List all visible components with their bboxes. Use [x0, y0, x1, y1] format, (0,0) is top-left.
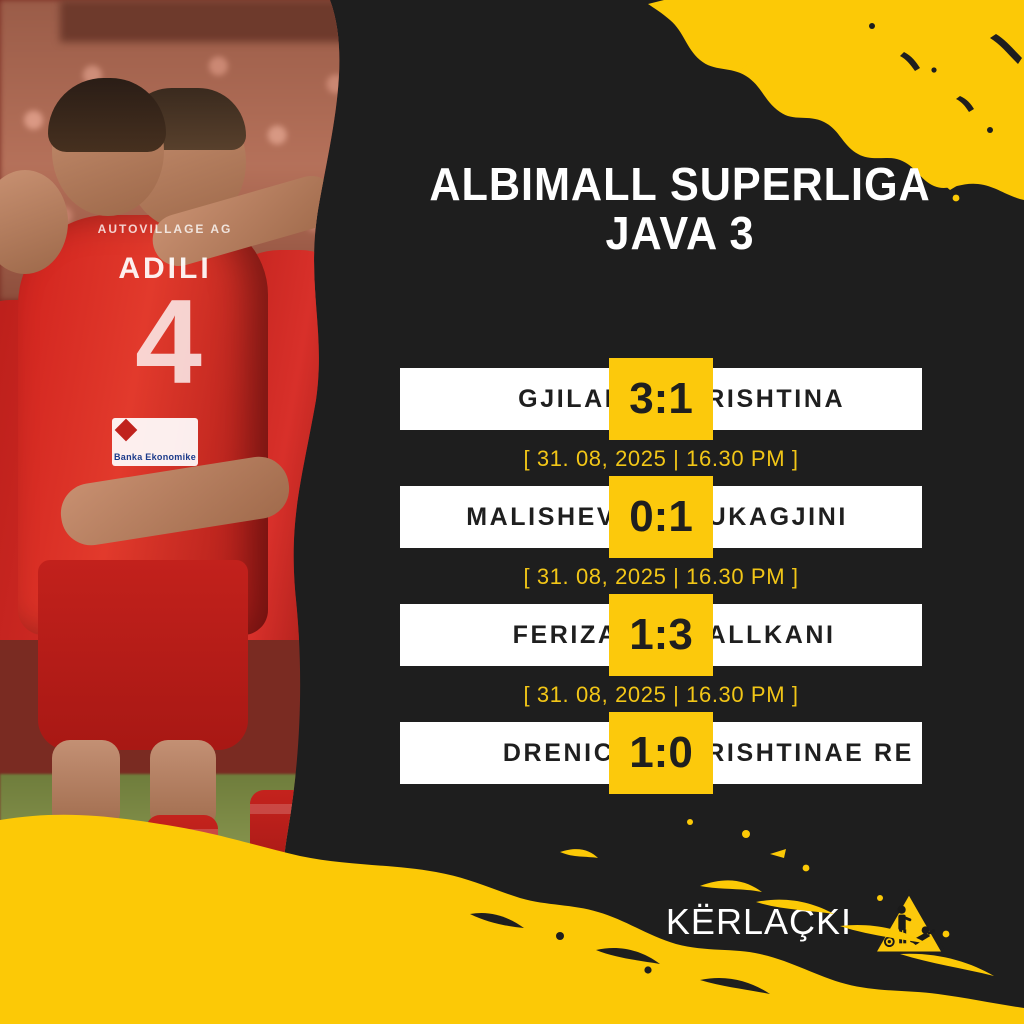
- player-shorts: [38, 560, 248, 750]
- stadium-roof-shadow: [60, 0, 390, 42]
- jersey-sponsor-badge: Banka Ekonomike: [112, 418, 198, 466]
- title-line-2: JAVA 3: [605, 206, 755, 259]
- match-datetime: [ 31. 08, 2025 | 16.30 PM ]: [523, 682, 799, 707]
- player-boot-2: [142, 930, 230, 960]
- match-score: 0:1: [609, 476, 713, 558]
- brand-name: KËRLAÇKI: [665, 901, 852, 942]
- sponsor-badge-label: Banka Ekonomike: [113, 452, 197, 462]
- player-sock-3: [250, 790, 316, 905]
- player-head-center: [52, 86, 164, 216]
- match-datetime: [ 31. 08, 2025 | 16.30 PM ]: [523, 564, 799, 589]
- match-row[interactable]: GJILANI PRISHTINA 3:1: [400, 358, 922, 440]
- away-team-name: PRISHTINAE RE: [687, 738, 914, 767]
- team-celebration-photo: AUTOVILLAGE AG ADILI 4 Banka Ekonomike: [0, 0, 420, 1024]
- match-datetime: [ 31. 08, 2025 | 16.30 PM ]: [523, 446, 799, 471]
- match-row[interactable]: MALISHEVA DUKAGJINI 0:1: [400, 476, 922, 558]
- match-row[interactable]: FERIZAJ BALLKANI 1:3: [400, 594, 922, 676]
- home-team-name: MALISHEVA: [466, 502, 635, 531]
- player-leg-1: [52, 740, 120, 830]
- jersey-name-text: ADILI: [118, 252, 212, 285]
- jersey-sponsor-text: AUTOVILLAGE AG: [97, 222, 233, 236]
- poster-title: ALBIMALL SUPERLIGA JAVA 3: [417, 160, 943, 258]
- match-score: 1:3: [609, 594, 713, 676]
- sponsor-badge-diamond-icon: [115, 419, 138, 442]
- player-boot-1: [40, 938, 132, 968]
- player-sock-2: [146, 815, 218, 935]
- match-score: 1:0: [609, 712, 713, 794]
- away-team-name: DUKAGJINI: [687, 502, 848, 531]
- footer-brand: KËRLAÇKI: [600, 885, 950, 959]
- match-score: 3:1: [609, 358, 713, 440]
- title-line-1: ALBIMALL SUPERLIGA: [429, 158, 931, 210]
- player-sock-1: [46, 820, 120, 940]
- match-row[interactable]: DRENICA PRISHTINAE RE 1:0: [400, 712, 922, 794]
- player-head-left: [0, 170, 68, 274]
- jersey-number-text: 4: [135, 275, 205, 409]
- warning-triangle-football-tackle-icon: [870, 888, 948, 956]
- match-results-list: GJILANI PRISHTINA 3:1 [ 31. 08, 2025 | 1…: [400, 358, 922, 794]
